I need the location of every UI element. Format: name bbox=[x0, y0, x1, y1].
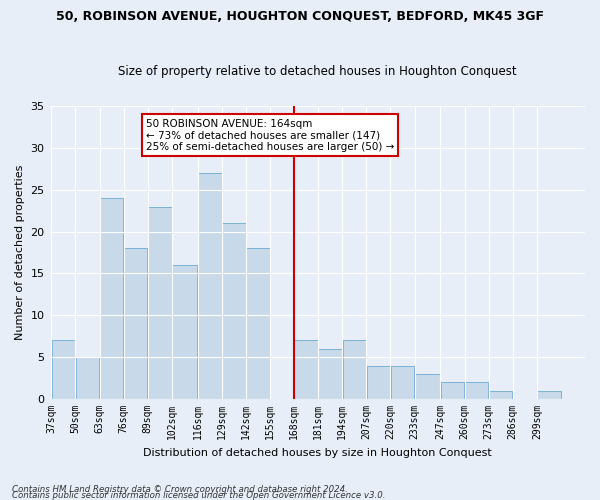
Bar bbox=[537, 390, 560, 399]
Bar bbox=[391, 366, 414, 399]
Bar bbox=[172, 265, 197, 399]
Text: Contains public sector information licensed under the Open Government Licence v3: Contains public sector information licen… bbox=[12, 490, 386, 500]
Text: Contains HM Land Registry data © Crown copyright and database right 2024.: Contains HM Land Registry data © Crown c… bbox=[12, 484, 348, 494]
Y-axis label: Number of detached properties: Number of detached properties bbox=[15, 165, 25, 340]
Bar bbox=[343, 340, 366, 399]
Bar bbox=[295, 340, 318, 399]
Title: Size of property relative to detached houses in Houghton Conquest: Size of property relative to detached ho… bbox=[118, 66, 517, 78]
Bar bbox=[465, 382, 488, 399]
Text: 50, ROBINSON AVENUE, HOUGHTON CONQUEST, BEDFORD, MK45 3GF: 50, ROBINSON AVENUE, HOUGHTON CONQUEST, … bbox=[56, 10, 544, 23]
Bar bbox=[148, 206, 172, 399]
Bar bbox=[222, 224, 245, 399]
Bar bbox=[100, 198, 124, 399]
Text: 50 ROBINSON AVENUE: 164sqm
← 73% of detached houses are smaller (147)
25% of sem: 50 ROBINSON AVENUE: 164sqm ← 73% of deta… bbox=[146, 118, 394, 152]
Bar bbox=[319, 349, 342, 399]
Bar bbox=[76, 357, 99, 399]
Bar bbox=[52, 340, 75, 399]
Bar bbox=[198, 173, 221, 399]
Bar bbox=[124, 248, 148, 399]
Bar bbox=[441, 382, 464, 399]
Bar bbox=[415, 374, 440, 399]
Bar bbox=[246, 248, 270, 399]
Bar bbox=[367, 366, 390, 399]
Bar bbox=[489, 390, 512, 399]
X-axis label: Distribution of detached houses by size in Houghton Conquest: Distribution of detached houses by size … bbox=[143, 448, 491, 458]
